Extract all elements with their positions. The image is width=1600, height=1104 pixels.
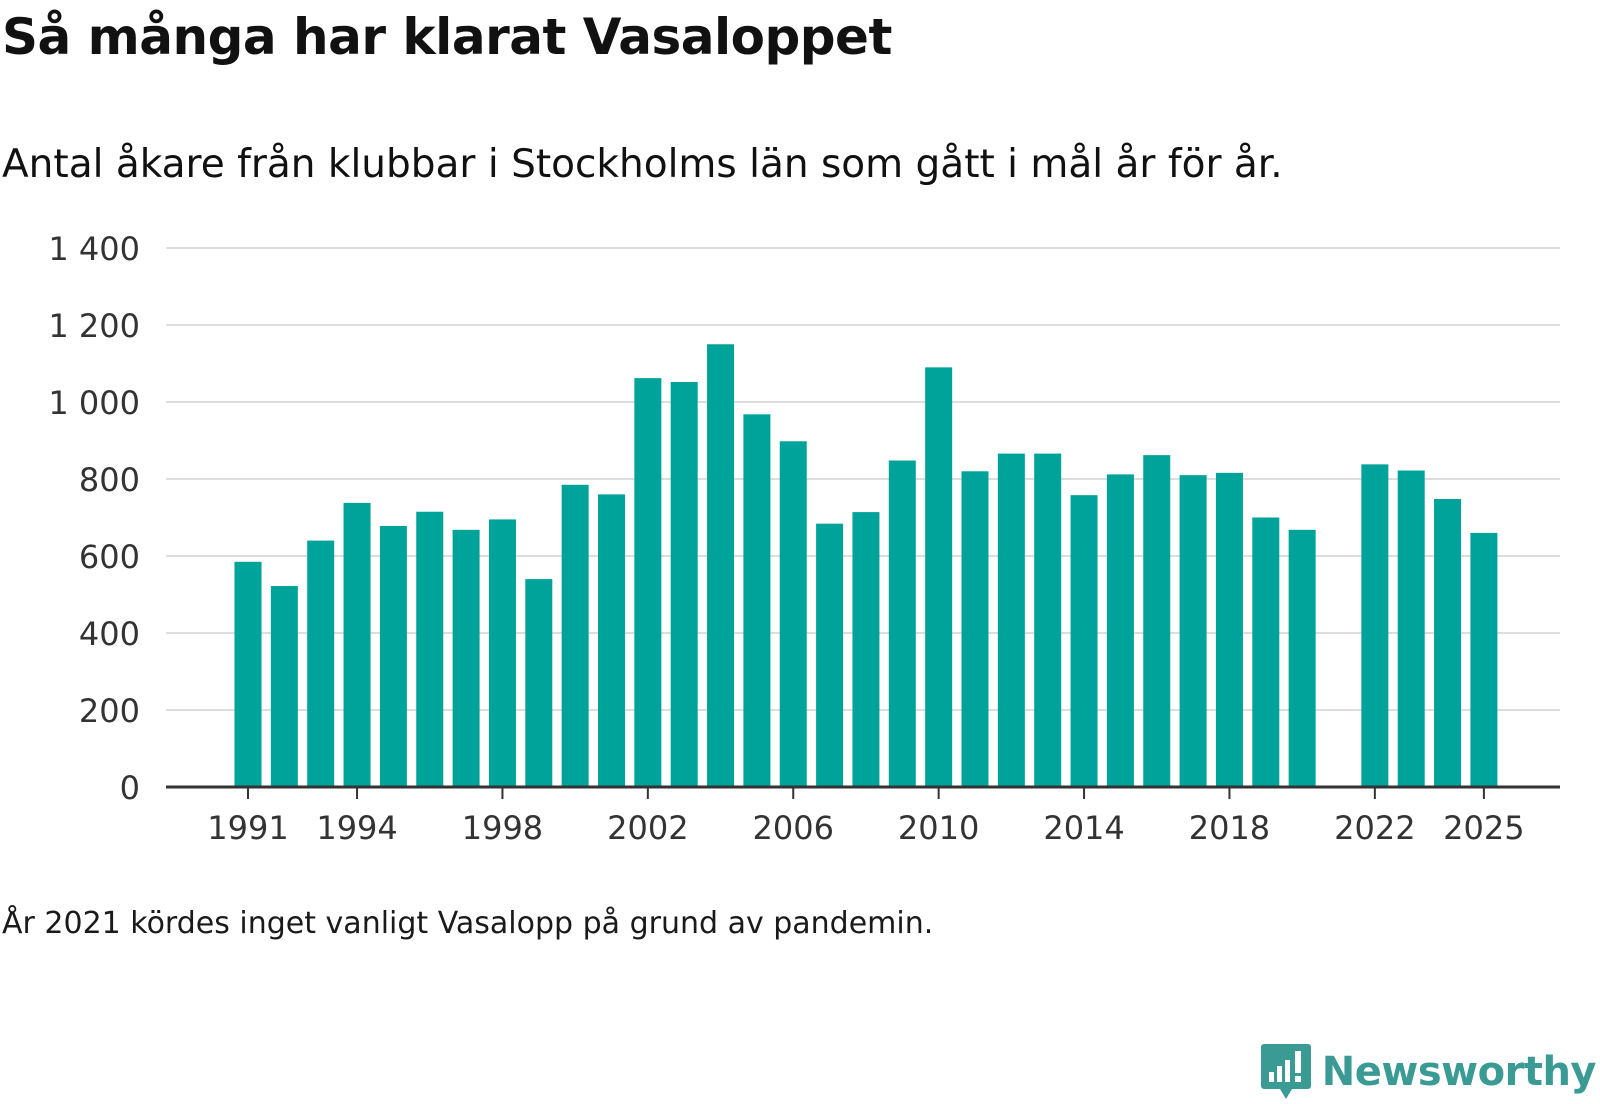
bar-1994 bbox=[343, 502, 371, 787]
bar-2011 bbox=[961, 471, 989, 787]
bar-2023 bbox=[1397, 470, 1425, 787]
y-tick-label: 1 000 bbox=[48, 384, 140, 422]
bar-2007 bbox=[816, 523, 844, 787]
bar-2009 bbox=[888, 460, 916, 787]
bar-2006 bbox=[779, 441, 807, 787]
x-tick-labels: 1991 1994 1998 2002 2006 2010 2014 2018 2022 2025 bbox=[207, 809, 1524, 847]
bar-1992 bbox=[270, 586, 298, 787]
bar-2018 bbox=[1215, 472, 1243, 787]
chart-subtitle: Antal åkare från klubbar i Stockholms lä… bbox=[2, 142, 1283, 187]
bar-2010 bbox=[925, 367, 953, 787]
newsworthy-logo-icon bbox=[1260, 1044, 1311, 1099]
y-tick-label: 1 200 bbox=[48, 307, 140, 345]
y-tick-label: 800 bbox=[79, 461, 140, 499]
bar-1998 bbox=[488, 519, 516, 787]
bar-2014 bbox=[1070, 495, 1098, 787]
x-tick-label: 1998 bbox=[462, 809, 543, 847]
x-tick-label: 2025 bbox=[1443, 809, 1524, 847]
bar-1997 bbox=[452, 529, 480, 787]
chart-title: Så många har klarat Vasaloppet bbox=[2, 8, 892, 66]
bar-2017 bbox=[1179, 475, 1207, 787]
bar-2005 bbox=[743, 414, 771, 787]
bar-2000 bbox=[561, 484, 589, 787]
x-axis bbox=[166, 785, 1560, 799]
x-tick-label: 1994 bbox=[316, 809, 397, 847]
bar-1999 bbox=[525, 579, 553, 787]
bar-2016 bbox=[1143, 455, 1171, 787]
bar-2015 bbox=[1106, 474, 1134, 787]
x-tick-label: 2006 bbox=[753, 809, 834, 847]
bar-2004 bbox=[707, 344, 735, 787]
bar-1991 bbox=[234, 561, 262, 787]
bar-2013 bbox=[1034, 453, 1062, 787]
x-tick-label: 1991 bbox=[207, 809, 288, 847]
bar-2022 bbox=[1361, 464, 1389, 787]
x-tick-label: 2014 bbox=[1043, 809, 1124, 847]
y-tick-label: 0 bbox=[120, 769, 140, 807]
x-tick-label: 2002 bbox=[607, 809, 688, 847]
x-tick-label: 2010 bbox=[898, 809, 979, 847]
y-tick-label: 1 400 bbox=[48, 230, 140, 268]
y-tick-labels: 0 200 400 600 800 1 000 1 200 1 400 bbox=[48, 230, 140, 807]
bar-2003 bbox=[670, 381, 698, 787]
newsworthy-logo: Newsworthy bbox=[1260, 1040, 1597, 1104]
y-tick-label: 600 bbox=[79, 538, 140, 576]
bar-2002 bbox=[634, 378, 662, 787]
y-tick-label: 400 bbox=[79, 615, 140, 653]
x-tick-label: 2018 bbox=[1189, 809, 1270, 847]
x-tick-label: 2022 bbox=[1334, 809, 1415, 847]
brand-name: Newsworthy bbox=[1321, 1049, 1597, 1095]
bars bbox=[234, 344, 1498, 787]
bar-2012 bbox=[997, 453, 1025, 787]
bar-2019 bbox=[1252, 517, 1280, 787]
bar-2020 bbox=[1288, 529, 1316, 787]
y-tick-label: 200 bbox=[79, 692, 140, 730]
bar-2008 bbox=[852, 512, 880, 787]
bar-1996 bbox=[416, 511, 444, 787]
bar-2024 bbox=[1434, 499, 1462, 787]
bar-2025 bbox=[1470, 532, 1498, 787]
bar-2001 bbox=[598, 494, 625, 787]
bar-1995 bbox=[379, 525, 407, 787]
footnote: År 2021 kördes inget vanligt Vasalopp på… bbox=[2, 906, 934, 941]
bar-1993 bbox=[307, 540, 335, 787]
